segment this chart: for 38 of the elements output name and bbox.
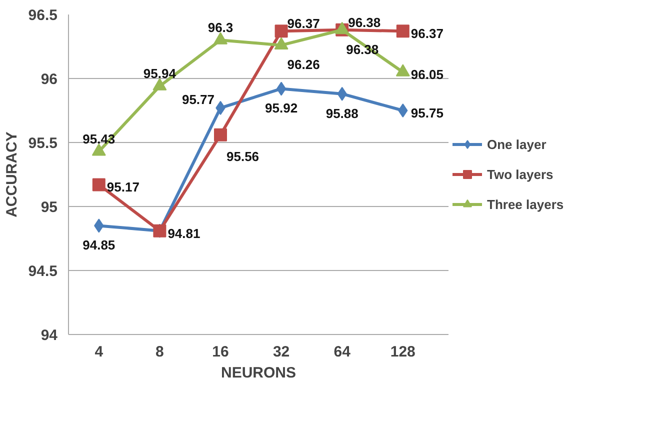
x-tick-label: 16 [212, 344, 229, 360]
data-label: 95.56 [226, 148, 260, 164]
data-label: 96.38 [348, 14, 381, 30]
data-label: 95.94 [143, 66, 177, 82]
data-label: 95.17 [106, 180, 140, 195]
x-tick-label: 32 [272, 344, 290, 360]
data-label: 96.3 [208, 20, 234, 36]
y-tick-label: 95.5 [28, 135, 58, 152]
data-label: 94.85 [82, 238, 116, 253]
x-axis-title: NEURONS [220, 364, 296, 382]
point [274, 24, 288, 38]
y-tick-label: 96 [40, 71, 58, 88]
y-tick-label: 95 [40, 199, 58, 216]
x-tick-label: 128 [390, 344, 416, 360]
data-label: 95.77 [182, 92, 215, 107]
legend-label: One layer [487, 136, 546, 152]
data-label: 95.88 [326, 106, 358, 121]
point [396, 24, 410, 38]
data-label: 95.92 [265, 100, 298, 116]
point [398, 104, 408, 118]
point [92, 178, 106, 192]
data-label: 96.37 [287, 16, 320, 32]
data-label: 94.81 [168, 226, 200, 241]
y-tick-label: 94.5 [28, 263, 58, 280]
point [276, 82, 286, 96]
data-label: 96.26 [287, 57, 320, 72]
point [214, 128, 227, 142]
x-tick-label: 8 [156, 344, 164, 360]
y-axis-title: ACCURACY [3, 132, 20, 218]
x-tick-label: 4 [94, 344, 104, 360]
y-tick-label: 94 [40, 327, 58, 344]
y-tick-label: 96.5 [28, 7, 58, 24]
data-label: 95.75 [410, 106, 444, 120]
legend-label: Two layers [487, 166, 554, 182]
legend-label: Three layers [487, 196, 564, 212]
x-tick-label: 64 [334, 344, 352, 360]
data-label: 96.05 [410, 67, 444, 82]
data-label: 96.37 [410, 26, 444, 42]
